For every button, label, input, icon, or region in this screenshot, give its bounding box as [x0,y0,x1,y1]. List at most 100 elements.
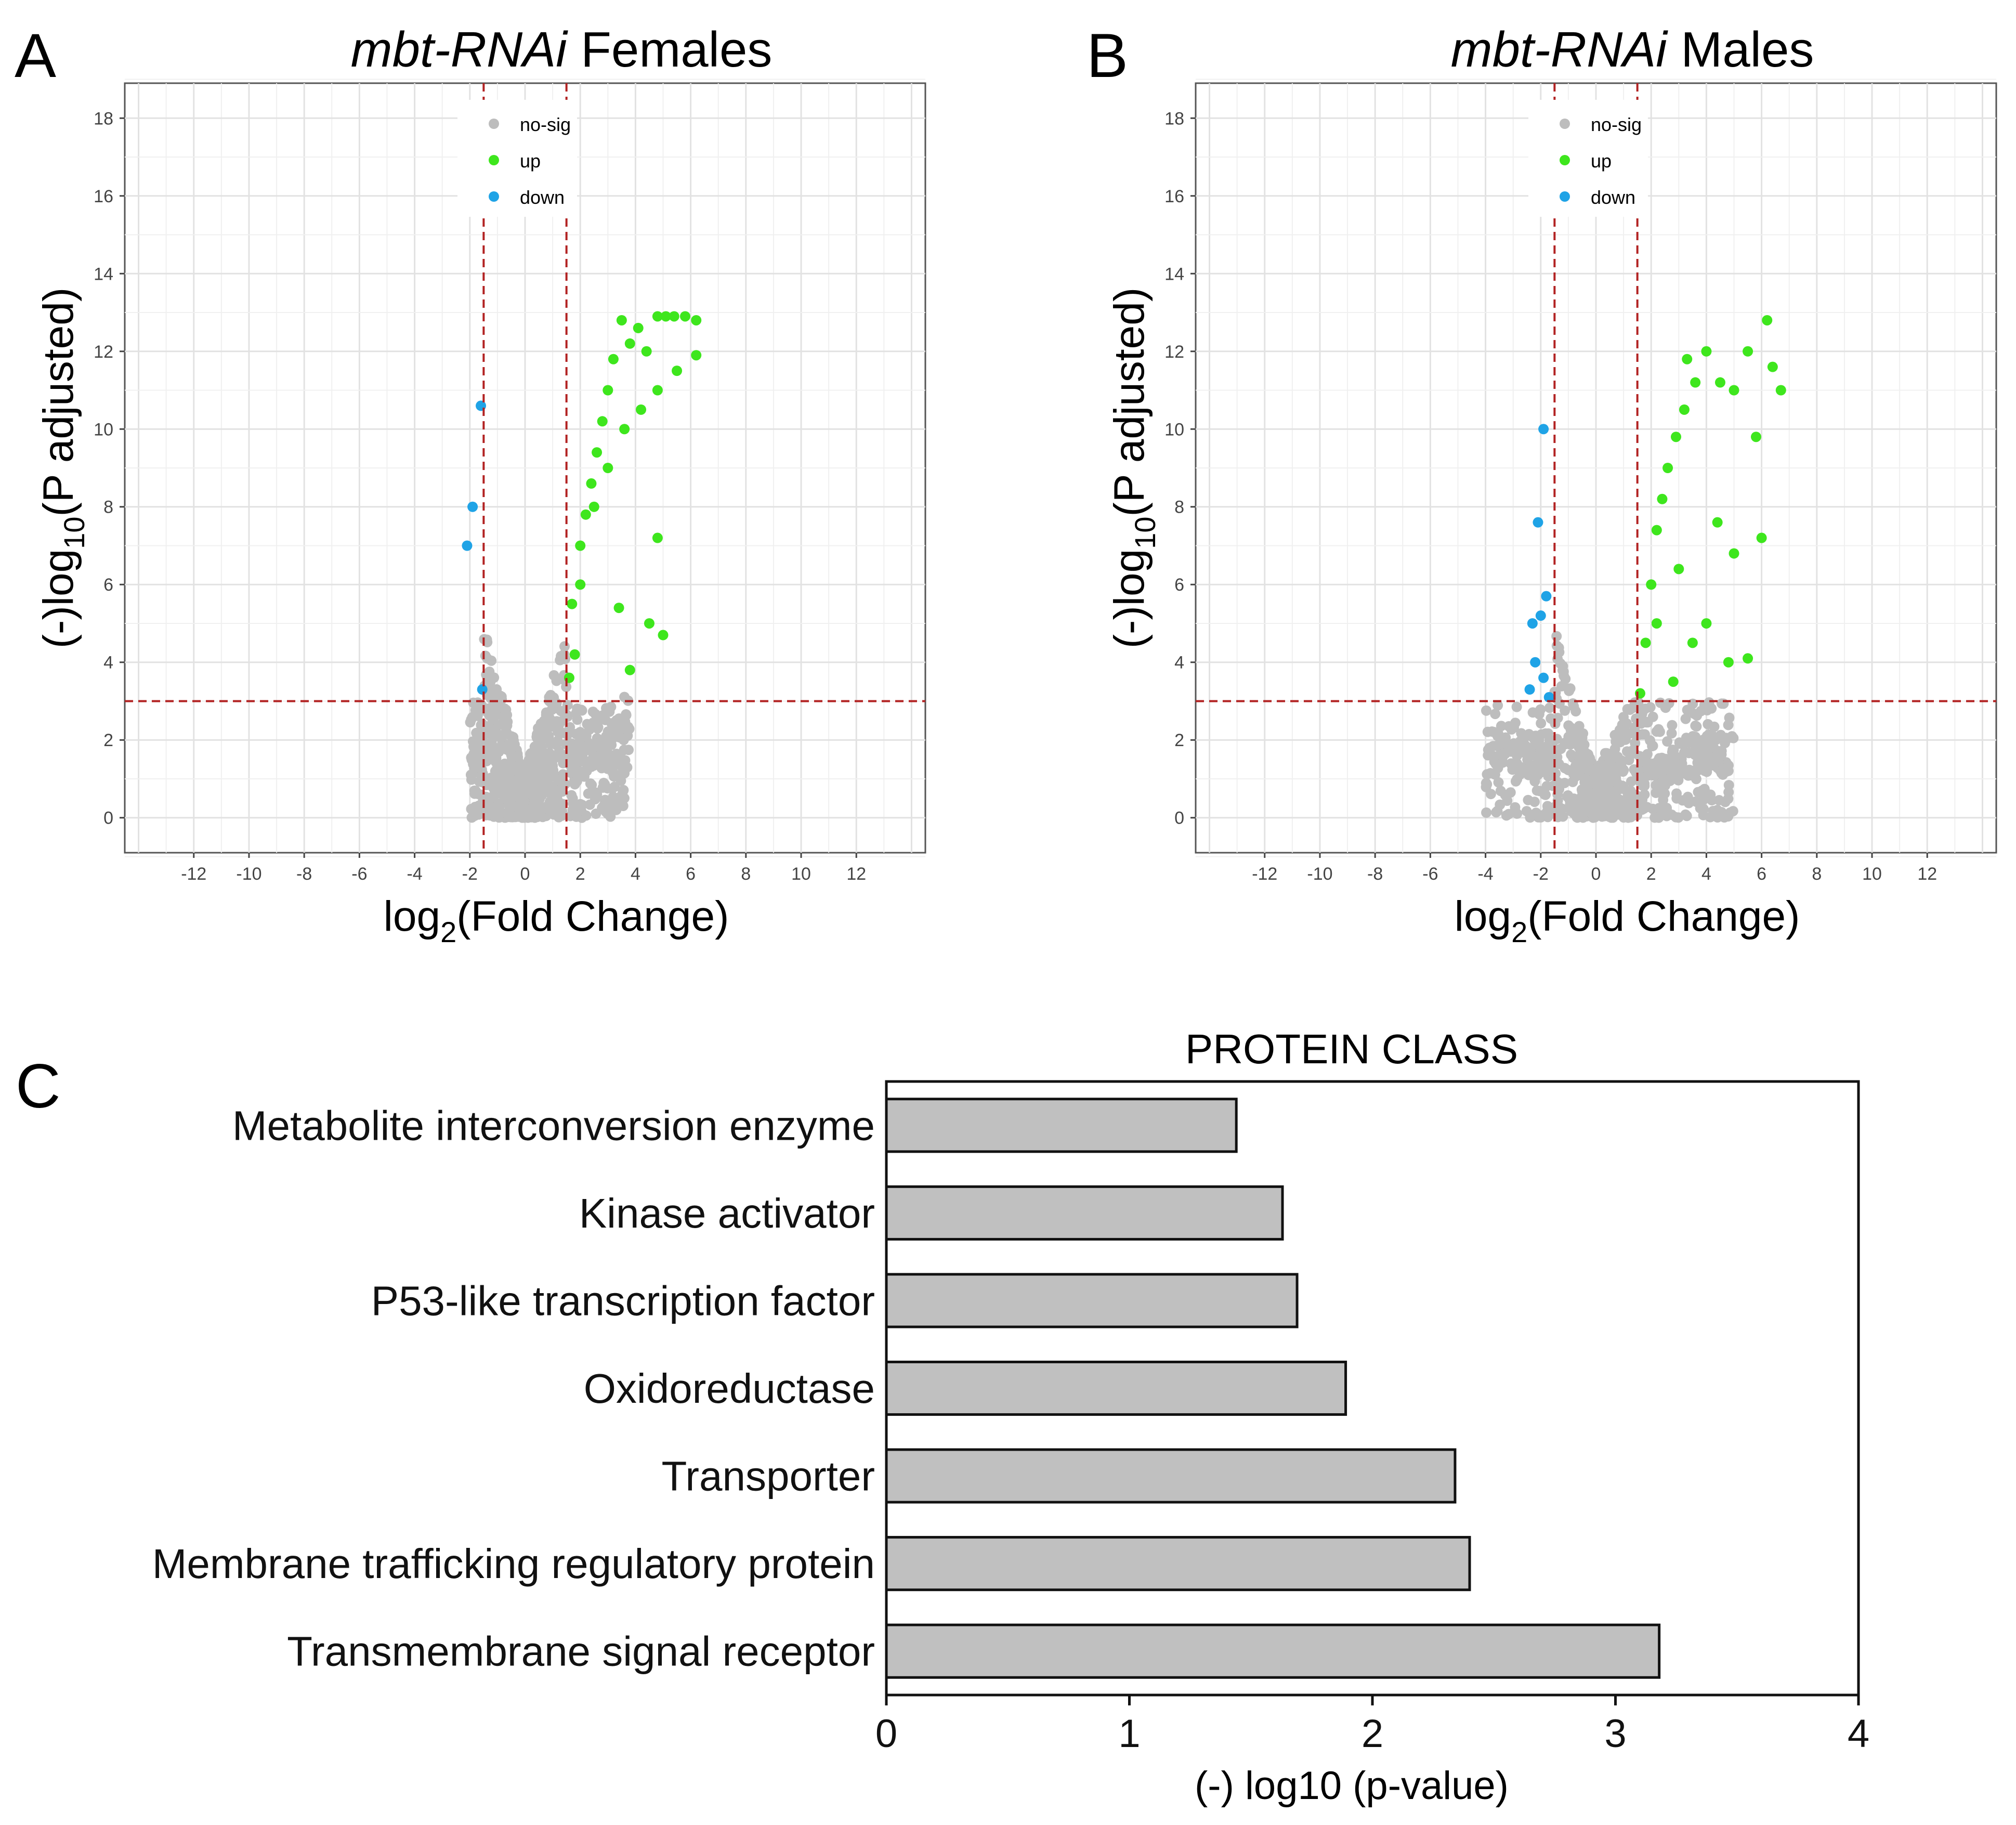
point-no-sig [1583,753,1594,764]
point-no-sig [1654,759,1665,770]
point-no-sig [1718,698,1729,709]
point-no-sig [1523,794,1534,805]
point-up [1662,463,1673,473]
point-up [575,579,586,590]
point-no-sig [1490,759,1501,770]
category-label: Kinase activator [579,1190,875,1236]
point-no-sig [1560,705,1570,716]
point-no-sig [1554,647,1565,658]
y-tick-label: 0 [1174,809,1184,828]
point-up [1756,532,1767,543]
x-axis-ticks: 0 1 2 3 4 [875,1695,1869,1756]
point-no-sig [1667,751,1678,762]
point-no-sig [1621,746,1632,757]
point-no-sig [1558,666,1569,677]
point-no-sig [480,650,491,661]
legend-box [1528,100,1648,217]
y-tick-label: 6 [103,575,113,595]
point-no-sig [522,761,533,772]
point-down [1524,684,1535,695]
point-no-sig [1655,697,1666,708]
point-no-sig [1607,774,1618,785]
y-tick-label: 2 [1174,731,1184,750]
point-up [597,416,608,427]
point-up [586,478,597,489]
point-up [575,540,586,551]
volcano-plot-males: B mbt-RNAi Males -12 -10 -8 -6 -4 -2 0 2 4 6 8 10 12… [1086,21,1997,948]
point-up [660,311,671,322]
point-no-sig [1643,770,1654,781]
point-no-sig [1482,769,1493,780]
point-no-sig [1481,705,1491,716]
point-no-sig [591,738,602,749]
x-tick-label: -10 [1307,864,1332,884]
point-up [592,447,603,458]
category-label: Membrane trafficking regulatory protein [152,1541,875,1587]
point-no-sig [1723,787,1734,798]
x-tick-label: -8 [1367,864,1383,884]
x-tick-label: 12 [1917,864,1937,884]
point-no-sig [593,715,604,726]
point-no-sig [507,787,518,798]
point-no-sig [490,731,501,742]
x-tick-label: 0 [1591,864,1601,884]
point-no-sig [581,731,592,741]
y-axis-label: (-)log10(P adjusted) [1106,288,1161,648]
point-no-sig [1540,789,1551,800]
point-no-sig [1557,811,1568,822]
axis-ticks: -12 -10 -8 -6 -4 -2 0 2 4 6 8 10 12 0 2 4 6 8 10 12 14 16 18 [94,109,866,884]
point-up [641,346,652,357]
point-no-sig [466,714,477,725]
chart-title: mbt-RNAi Males [1451,22,1814,77]
point-no-sig [1495,786,1506,797]
point-no-sig [1683,798,1694,809]
y-tick-label: 18 [1164,109,1184,128]
point-no-sig [535,718,546,729]
point-no-sig [1713,795,1724,806]
point-up [1751,432,1761,442]
point-no-sig [1628,702,1639,713]
legend-box [457,100,577,217]
point-up [1640,637,1651,648]
point-no-sig [553,775,564,786]
legend-marker-no-sig [489,119,499,129]
point-no-sig [1493,777,1504,788]
point-up [636,404,647,415]
legend-label-up: up [520,150,541,172]
point-no-sig [619,692,630,702]
point-no-sig [1541,780,1552,791]
point-no-sig [1647,711,1658,722]
point-up [588,501,599,512]
point-no-sig [611,715,622,726]
point-up [652,311,663,322]
point-no-sig [1587,764,1598,775]
point-no-sig [1507,742,1518,753]
chart-title: PROTEIN CLASS [1185,1026,1518,1072]
x-tick-label: 4 [1848,1712,1869,1756]
point-no-sig [1722,765,1733,776]
point-no-sig [1654,726,1665,737]
point-no-sig [1724,712,1735,723]
point-up [569,649,580,660]
bar [885,1448,1457,1504]
point-no-sig [557,727,568,738]
category-label: Metabolite interconversion enzyme [232,1102,875,1149]
point-no-sig [606,739,617,750]
point-no-sig [1706,703,1717,714]
x-tick-label: 6 [1757,864,1766,884]
x-tick-label: 1 [1118,1712,1140,1756]
point-no-sig [1522,767,1533,778]
point-up [608,354,619,364]
point-no-sig [591,809,601,819]
point-no-sig [1651,780,1661,791]
point-no-sig [575,766,586,777]
ylabel-pre: (-)log [35,549,82,648]
y-tick-label: 12 [94,342,113,362]
point-no-sig [1637,804,1647,815]
point-up [567,598,578,609]
point-no-sig [568,752,579,763]
point-up [644,618,654,629]
point-no-sig [1541,810,1552,820]
point-no-sig [1591,787,1602,798]
y-tick-label: 12 [1164,342,1184,362]
